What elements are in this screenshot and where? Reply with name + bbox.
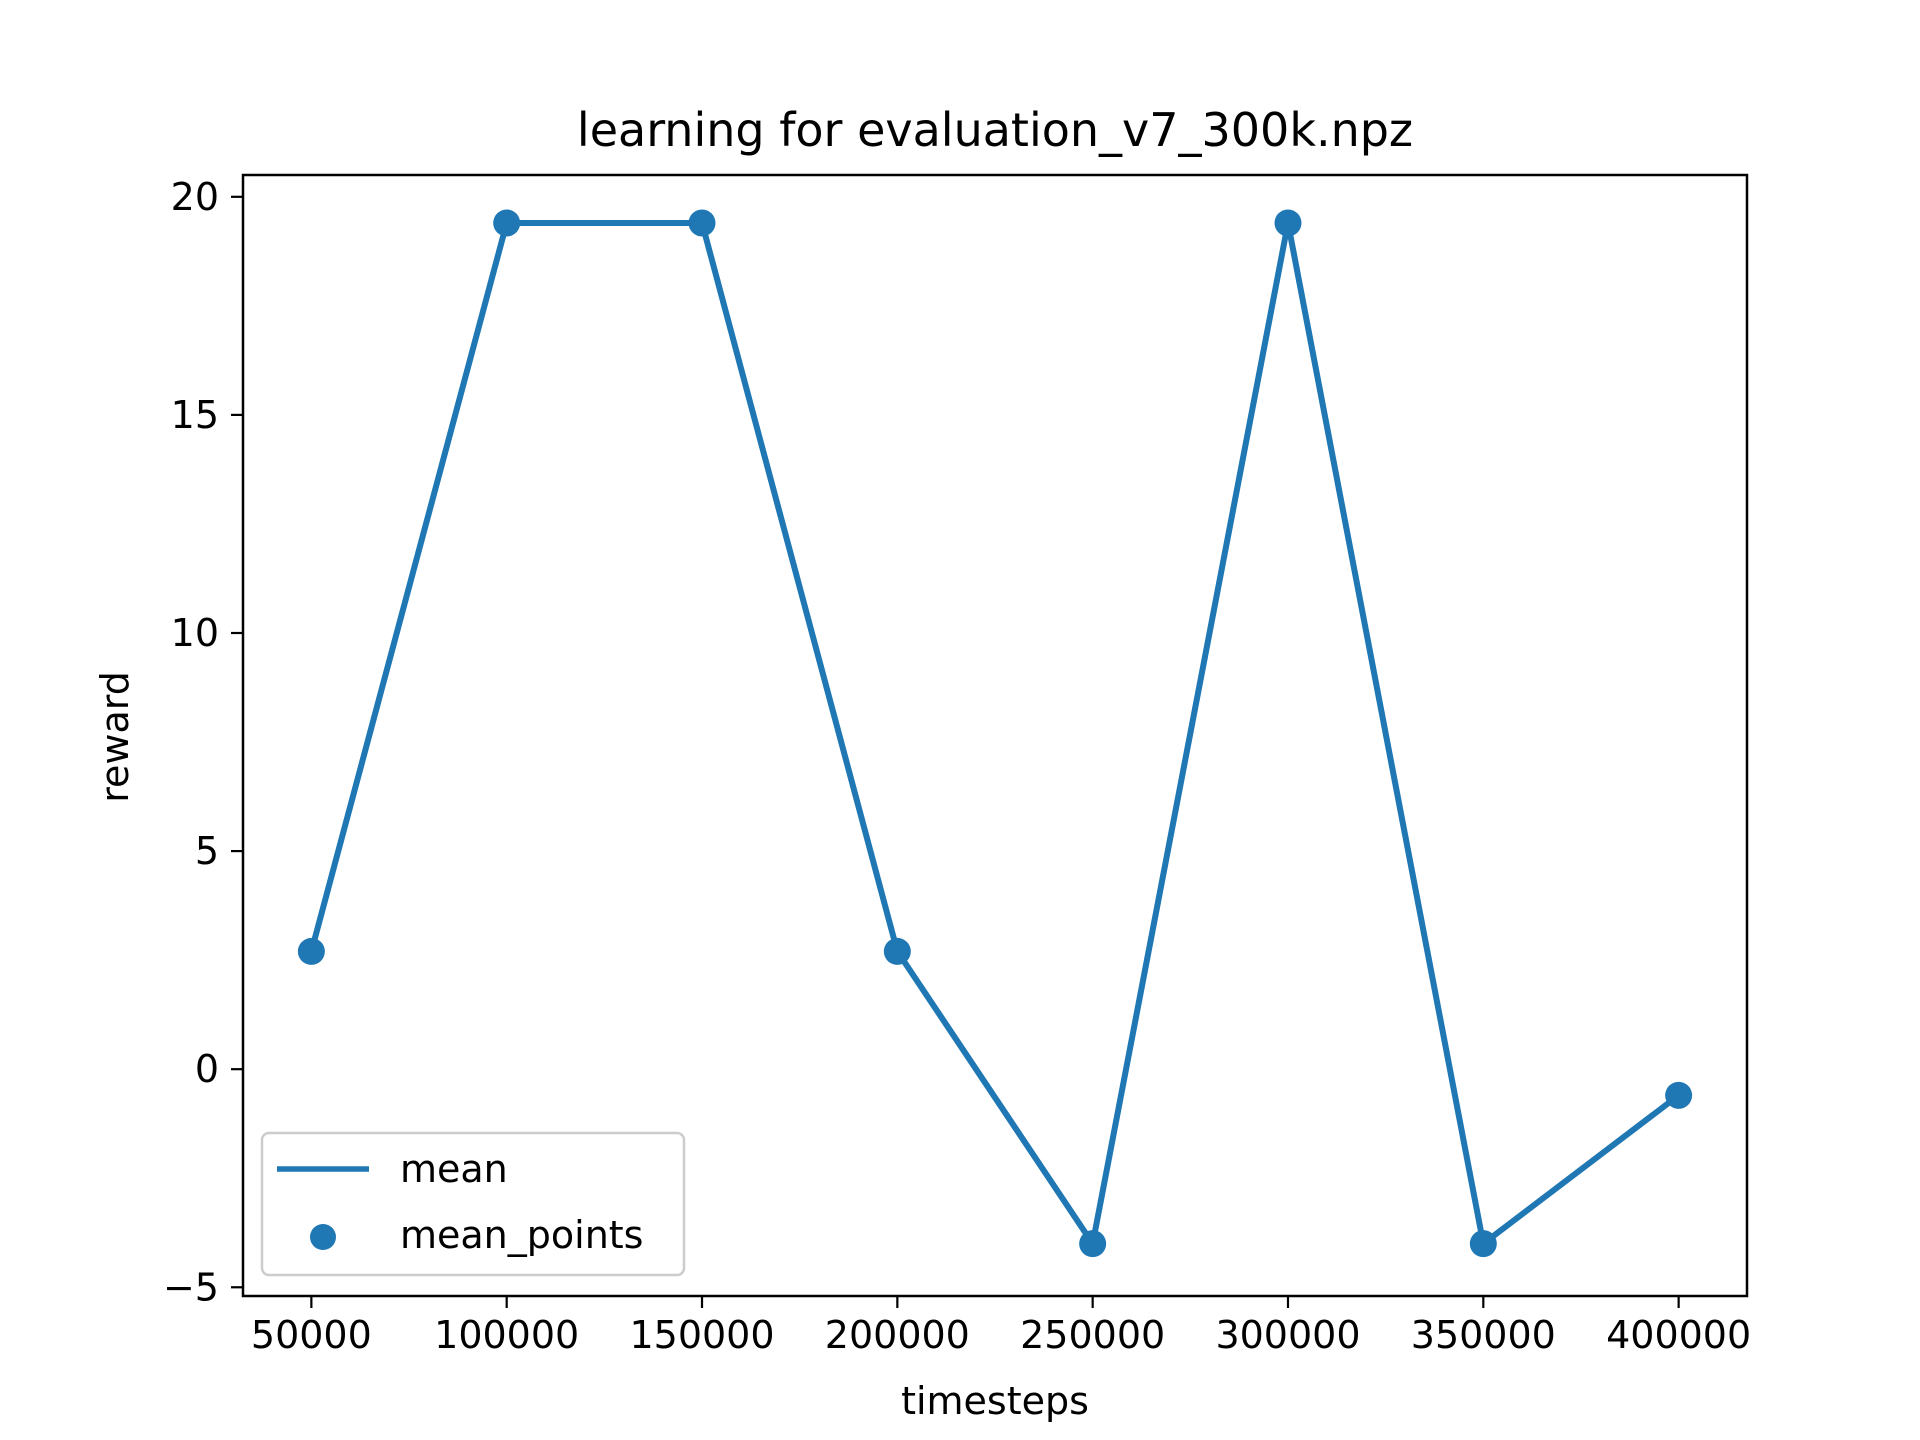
- y-tick-label: 5: [195, 829, 219, 873]
- x-axis-label: timesteps: [901, 1379, 1089, 1423]
- data-point: [883, 937, 911, 965]
- y-tick-label: −5: [163, 1265, 219, 1309]
- y-tick-label: 20: [171, 175, 219, 219]
- series-layer: [297, 209, 1693, 1258]
- legend-label-mean: mean: [400, 1147, 508, 1191]
- x-tick-label: 150000: [629, 1313, 774, 1357]
- y-tick-label: 10: [171, 611, 219, 655]
- x-tick-label: 350000: [1411, 1313, 1556, 1357]
- series-line-mean: [307, 219, 1683, 1252]
- y-axis-label: reward: [93, 671, 137, 803]
- legend-label-mean-points: mean_points: [400, 1213, 643, 1257]
- series-mean: [307, 219, 1683, 1252]
- data-point: [297, 937, 325, 965]
- data-point: [1274, 209, 1302, 237]
- plot-background: [243, 175, 1747, 1296]
- legend: mean mean_points: [260, 1131, 686, 1277]
- data-point: [1469, 1230, 1497, 1258]
- x-axis: 50000 100000 150000 200000 250000 300000 35000…: [251, 1296, 1751, 1357]
- plot-area: 50000 100000 150000 200000 250000 300000 35000…: [163, 173, 1751, 1357]
- data-point: [688, 209, 716, 237]
- x-tick-label: 250000: [1020, 1313, 1165, 1357]
- y-tick-label: 15: [171, 393, 219, 437]
- chart-title: learning for evaluation_v7_300k.npz: [577, 103, 1413, 157]
- y-tick-label: 0: [195, 1047, 219, 1091]
- data-point: [493, 209, 521, 237]
- series-mean-points: [297, 209, 1693, 1258]
- x-tick-label: 100000: [434, 1313, 579, 1357]
- x-tick-label: 50000: [251, 1313, 372, 1357]
- data-point: [1079, 1230, 1107, 1258]
- legend-marker-swatch: [310, 1224, 336, 1250]
- x-tick-label: 200000: [825, 1313, 970, 1357]
- x-tick-label: 400000: [1606, 1313, 1751, 1357]
- y-axis: −5 0 5 10 15 20: [163, 175, 243, 1309]
- x-tick-label: 300000: [1215, 1313, 1360, 1357]
- data-point: [1665, 1081, 1693, 1109]
- plot-frame: [241, 173, 1749, 1298]
